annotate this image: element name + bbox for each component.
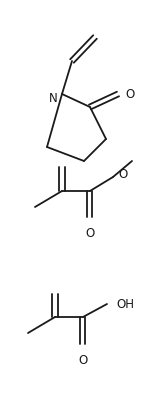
Text: O: O xyxy=(118,168,127,181)
Text: O: O xyxy=(85,226,95,239)
Text: O: O xyxy=(125,88,134,101)
Text: N: N xyxy=(49,91,58,104)
Text: O: O xyxy=(78,353,88,366)
Text: OH: OH xyxy=(116,298,134,311)
